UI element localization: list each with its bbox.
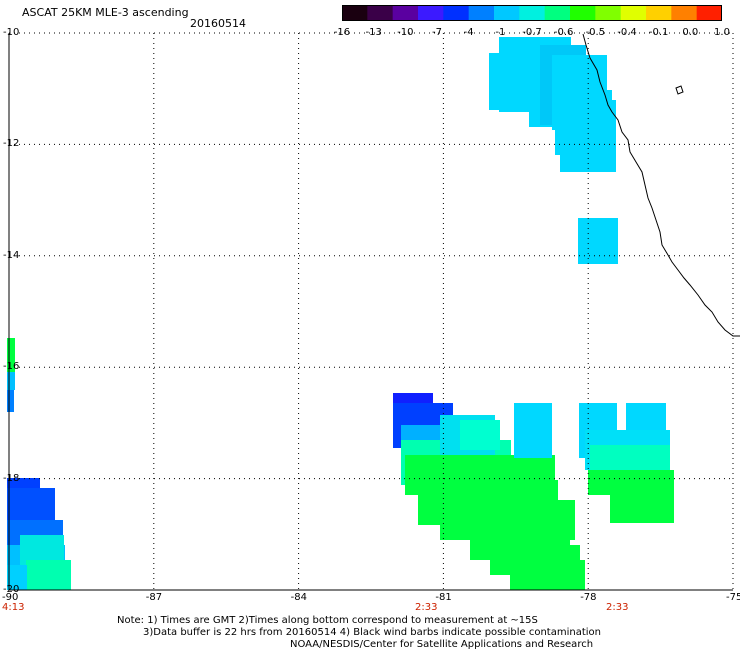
note-line-1: Note: 1) Times are GMT 2)Times along bot… <box>117 615 538 626</box>
colorbar-label: -7 <box>432 27 442 38</box>
note-line-3: NOAA/NESDIS/Center for Satellite Applica… <box>290 639 594 650</box>
colorbar-label: -10 <box>397 27 414 38</box>
colorbar-swatch <box>646 5 672 21</box>
colorbar <box>342 5 722 21</box>
colorbar-label: -0.5 <box>585 27 606 38</box>
wind-cell <box>26 560 71 590</box>
gridlines <box>9 32 734 590</box>
lat-label: -16 <box>3 361 20 373</box>
lon-label: -75 <box>726 592 740 603</box>
colorbar-swatch <box>595 5 622 21</box>
colorbar-swatch <box>671 5 698 21</box>
wind-cell <box>7 390 14 412</box>
colorbar-label: -0.7 <box>522 27 542 38</box>
colorbar-label: -13 <box>365 27 382 38</box>
lon-label: -90 <box>2 592 19 603</box>
colorbar-swatch <box>418 5 444 21</box>
colorbar-swatch <box>544 5 571 21</box>
colorbar-swatch <box>570 5 596 21</box>
lat-label: -12 <box>3 138 20 150</box>
wind-cell <box>7 372 15 390</box>
wind-swaths <box>7 37 674 590</box>
colorbar-label: -0.4 <box>617 27 637 38</box>
map-title: ASCAT 25KM MLE-3 ascending <box>22 6 189 19</box>
time-label: 2:33 <box>606 602 629 613</box>
colorbar-label: -0.6 <box>553 27 574 38</box>
lon-label: -78 <box>580 592 597 603</box>
colorbar-label: -16 <box>333 27 351 38</box>
lat-label: -18 <box>3 472 20 484</box>
lon-label: -81 <box>435 592 452 603</box>
time-label: 4:13 <box>2 602 25 613</box>
wind-cell <box>610 490 674 523</box>
colorbar-swatch <box>468 5 495 21</box>
colorbar-label: 1.0 <box>714 27 730 38</box>
colorbar-swatch <box>392 5 419 21</box>
colorbar-swatch <box>696 5 722 21</box>
colorbar-label: -1 <box>495 27 506 38</box>
wind-cell <box>560 120 600 172</box>
time-label: 2:33 <box>415 602 438 613</box>
colorbar-label: -0.1 <box>648 27 669 38</box>
island <box>675 85 684 95</box>
map-date: 20160514 <box>190 17 246 30</box>
colorbar-swatch <box>494 5 520 21</box>
lat-label: -10 <box>3 27 20 38</box>
colorbar-swatch <box>620 5 647 21</box>
wind-cell <box>514 403 552 458</box>
wind-cell <box>460 420 500 450</box>
wind-cell <box>578 218 618 264</box>
colorbar-label: -4 <box>463 27 474 38</box>
colorbar-swatch <box>367 5 394 21</box>
coastline <box>582 33 740 337</box>
wind-cell <box>510 560 585 590</box>
lon-label: -87 <box>145 592 163 603</box>
note-line-2: 3)Data buffer is 22 hrs from 20160514 4)… <box>143 627 601 638</box>
lat-label: -14 <box>3 249 20 261</box>
lon-label: -84 <box>290 592 307 603</box>
colorbar-swatch <box>342 5 368 21</box>
colorbar-swatch <box>443 5 470 21</box>
colorbar-swatch <box>519 5 546 21</box>
lat-label: -20 <box>3 584 20 595</box>
colorbar-label: 0.0 <box>682 27 699 38</box>
wind-cell <box>7 338 15 373</box>
wind-cell <box>7 565 27 590</box>
